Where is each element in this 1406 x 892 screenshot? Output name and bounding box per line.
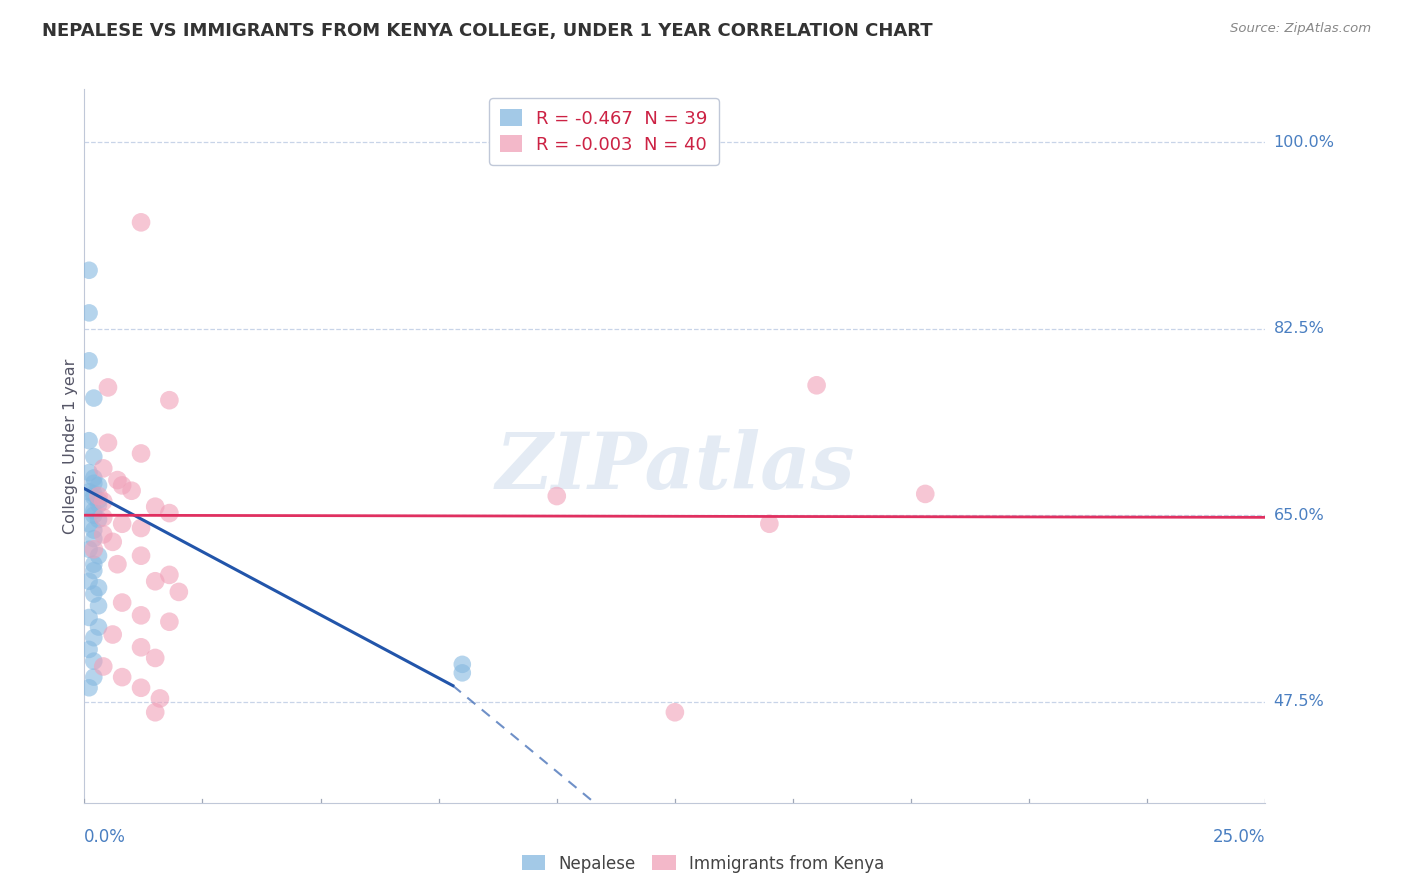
Point bbox=[143, 651, 166, 665]
Text: 65.0%: 65.0% bbox=[1274, 508, 1324, 523]
Point bbox=[83, 508, 105, 523]
Point bbox=[83, 487, 105, 501]
Point bbox=[77, 484, 100, 499]
Point bbox=[914, 487, 936, 501]
Point bbox=[83, 654, 105, 668]
Point bbox=[129, 446, 152, 460]
Point bbox=[91, 659, 114, 673]
Point bbox=[83, 631, 105, 645]
Point bbox=[77, 542, 100, 557]
Point bbox=[77, 681, 100, 695]
Point bbox=[101, 627, 124, 641]
Text: 100.0%: 100.0% bbox=[1274, 135, 1334, 150]
Point bbox=[758, 516, 780, 531]
Point bbox=[83, 558, 105, 572]
Point bbox=[91, 461, 114, 475]
Point bbox=[91, 510, 114, 524]
Point bbox=[77, 353, 100, 368]
Point bbox=[97, 435, 120, 450]
Point bbox=[87, 581, 110, 595]
Point bbox=[77, 642, 100, 657]
Point bbox=[83, 532, 105, 546]
Point bbox=[451, 665, 474, 680]
Point bbox=[143, 500, 166, 514]
Point bbox=[83, 450, 105, 464]
Point bbox=[546, 489, 568, 503]
Point bbox=[157, 615, 180, 629]
Point bbox=[143, 706, 166, 720]
Point bbox=[83, 523, 105, 537]
Point bbox=[111, 670, 134, 684]
Text: ZIPatlas: ZIPatlas bbox=[495, 429, 855, 506]
Point bbox=[77, 516, 100, 531]
Point bbox=[87, 620, 110, 634]
Point bbox=[77, 574, 100, 589]
Legend: Nepalese, Immigrants from Kenya: Nepalese, Immigrants from Kenya bbox=[515, 848, 891, 880]
Point bbox=[87, 478, 110, 492]
Point bbox=[77, 610, 100, 624]
Point bbox=[77, 263, 100, 277]
Text: 0.0%: 0.0% bbox=[84, 828, 127, 846]
Point bbox=[87, 549, 110, 563]
Point bbox=[91, 527, 114, 541]
Point bbox=[87, 498, 110, 512]
Point bbox=[83, 564, 105, 578]
Text: 25.0%: 25.0% bbox=[1213, 828, 1265, 846]
Point bbox=[83, 542, 105, 557]
Point bbox=[157, 567, 180, 582]
Point bbox=[143, 574, 166, 589]
Point bbox=[167, 585, 190, 599]
Point bbox=[664, 706, 686, 720]
Point bbox=[83, 670, 105, 684]
Point bbox=[107, 473, 129, 487]
Point bbox=[83, 587, 105, 601]
Point bbox=[77, 306, 100, 320]
Point bbox=[157, 506, 180, 520]
Point bbox=[129, 681, 152, 695]
Point bbox=[101, 534, 124, 549]
Point bbox=[806, 378, 828, 392]
Point bbox=[451, 657, 474, 672]
Legend: R = -0.467  N = 39, R = -0.003  N = 40: R = -0.467 N = 39, R = -0.003 N = 40 bbox=[489, 98, 718, 165]
Point bbox=[77, 500, 100, 514]
Point bbox=[83, 471, 105, 485]
Point bbox=[149, 691, 172, 706]
Point bbox=[87, 512, 110, 526]
Point bbox=[77, 434, 100, 448]
Point bbox=[107, 558, 129, 572]
Point bbox=[121, 483, 143, 498]
Point bbox=[77, 466, 100, 480]
Point bbox=[91, 494, 114, 508]
Text: 47.5%: 47.5% bbox=[1274, 694, 1324, 709]
Text: NEPALESE VS IMMIGRANTS FROM KENYA COLLEGE, UNDER 1 YEAR CORRELATION CHART: NEPALESE VS IMMIGRANTS FROM KENYA COLLEG… bbox=[42, 22, 932, 40]
Point bbox=[129, 608, 152, 623]
Point bbox=[83, 391, 105, 405]
Point bbox=[111, 478, 134, 492]
Point bbox=[129, 549, 152, 563]
Point bbox=[129, 215, 152, 229]
Point bbox=[87, 599, 110, 613]
Y-axis label: College, Under 1 year: College, Under 1 year bbox=[63, 359, 77, 533]
Point bbox=[157, 393, 180, 408]
Point bbox=[87, 489, 110, 503]
Point bbox=[129, 521, 152, 535]
Point bbox=[83, 490, 105, 504]
Point bbox=[129, 640, 152, 655]
Point bbox=[97, 380, 120, 394]
Text: 82.5%: 82.5% bbox=[1274, 321, 1324, 336]
Text: Source: ZipAtlas.com: Source: ZipAtlas.com bbox=[1230, 22, 1371, 36]
Point bbox=[87, 493, 110, 508]
Point bbox=[83, 504, 105, 518]
Point bbox=[83, 476, 105, 491]
Point bbox=[111, 516, 134, 531]
Point bbox=[111, 596, 134, 610]
